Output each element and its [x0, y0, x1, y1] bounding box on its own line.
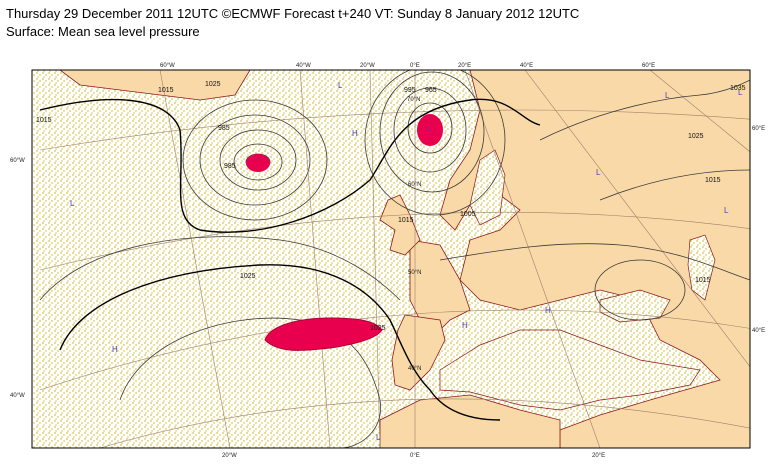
isobar-label: 1015 [158, 87, 174, 94]
greenland [59, 70, 251, 101]
longitude-label: 20°W [222, 453, 237, 459]
pressure-center: H [545, 306, 551, 315]
isobar-label: 1025 [688, 133, 704, 140]
latitude-label: 70°N [407, 97, 420, 103]
isobar-label: 1035 [730, 85, 746, 92]
mediterranean [439, 329, 701, 411]
longitude-label: 40°W [10, 393, 25, 399]
high-pressure-area [264, 317, 383, 351]
isobar-label: 1005 [460, 211, 476, 218]
isobar-label: 1025 [205, 81, 221, 88]
pressure-center: L [70, 199, 75, 208]
isobar-label: 985 [224, 163, 236, 170]
low-core [417, 114, 443, 146]
isobar-labels: 1015 1015 1025 985 985 995 965 1005 1015… [36, 81, 746, 332]
latitude-label: 40°N [408, 366, 421, 372]
pressure-center: H [352, 129, 358, 138]
pressure-center: L [665, 91, 670, 100]
pressure-center: H [112, 345, 118, 354]
longitude-label: 20°E [592, 453, 605, 459]
map-frame [31, 69, 751, 449]
low-core [246, 154, 270, 172]
longitude-label: 60°W [10, 158, 25, 164]
map: 1015 1015 1025 985 985 995 965 1005 1015… [32, 70, 750, 448]
isobar-label: 965 [425, 87, 437, 94]
isobars [39, 70, 750, 448]
isobar-label: 985 [218, 125, 230, 132]
iberia [391, 314, 446, 391]
longitude-label: 40°E [520, 63, 533, 69]
latitude-label: 50°N [408, 270, 421, 276]
pressure-center: L [596, 168, 601, 177]
isobar-label: 995 [404, 87, 416, 94]
isobar-label: 1015 [705, 177, 721, 184]
isobar-label: 1025 [240, 273, 256, 280]
border-labels: 60°W 40°W 20°W 0°E 20°E 40°E 60°E 60°W 4… [10, 63, 765, 459]
longitude-label: 60°E [752, 126, 765, 132]
longitude-label: 40°E [752, 328, 765, 334]
pressure-center: H [462, 321, 468, 330]
caspian [687, 234, 716, 301]
pressure-center: L [724, 206, 729, 215]
isobar-label: 1025 [370, 325, 386, 332]
pressure-centers: L H L L L H H H L L L L [70, 81, 743, 442]
isobar-label: 1015 [398, 217, 414, 224]
latitude-label: 60°N [408, 182, 421, 188]
longitude-label: 20°W [360, 63, 375, 69]
pressure-center: L [738, 88, 743, 97]
longitude-label: 20°E [458, 63, 471, 69]
longitude-label: 40°W [296, 63, 311, 69]
subtitle: Surface: Mean sea level pressure [6, 24, 200, 39]
graticule [39, 70, 750, 448]
longitude-label: 0°E [410, 453, 420, 459]
pressure-center: L [376, 433, 381, 442]
title: Thursday 29 December 2011 12UTC ©ECMWF F… [6, 6, 579, 21]
pressure-center: L [427, 125, 432, 134]
longitude-label: 60°E [642, 63, 655, 69]
pressure-center: L [338, 81, 343, 90]
inner-latitude-labels: 70°N 60°N 50°N 40°N [407, 97, 421, 372]
longitude-label: 60°W [160, 63, 175, 69]
longitude-label: 0°E [410, 63, 420, 69]
uk [379, 194, 421, 256]
isobar-label: 1015 [695, 277, 711, 284]
isobar-label: 1015 [36, 117, 52, 124]
